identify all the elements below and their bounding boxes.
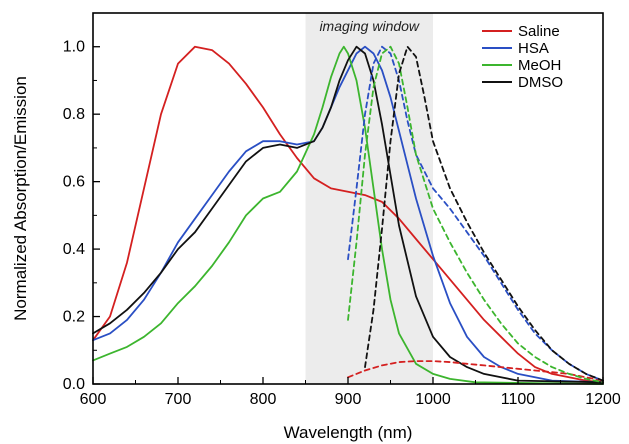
imaging-window-label: imaging window xyxy=(319,18,419,34)
y-axis-title: Normalized Absorption/Emission xyxy=(11,76,30,321)
series-saline-absorption xyxy=(92,45,604,384)
x-tick-label: 800 xyxy=(250,391,277,408)
x-tick-label: 900 xyxy=(335,391,362,408)
imaging-window: imaging window xyxy=(305,13,433,384)
y-tick-label: 0.2 xyxy=(63,309,85,326)
x-tick-label: 1100 xyxy=(501,391,536,408)
series-dmso-absorption xyxy=(92,45,604,384)
y-tick-label: 0.0 xyxy=(63,376,85,393)
y-tick-label: 1.0 xyxy=(63,39,85,56)
series-layer xyxy=(92,45,604,385)
legend-label-meoh: MeOH xyxy=(518,57,561,74)
legend-label-hsa: HSA xyxy=(518,40,549,57)
imaging-window-shade xyxy=(305,13,433,384)
x-tick-label: 1000 xyxy=(415,391,451,408)
y-axis: 0.0 0.2 0.4 0.6 0.8 1.0 xyxy=(63,12,100,393)
legend-label-dmso: DMSO xyxy=(518,74,563,91)
x-axis: 600 700 800 900 1000 1100 1200 xyxy=(80,377,621,408)
y-tick-label: 0.6 xyxy=(63,174,85,191)
x-tick-label: 700 xyxy=(165,391,192,408)
series-dmso-emission xyxy=(364,45,604,382)
series-meoh-absorption xyxy=(92,45,604,385)
legend-label-saline: Saline xyxy=(518,23,560,40)
series-hsa-absorption xyxy=(92,45,604,384)
x-tick-label: 1200 xyxy=(585,391,621,408)
y-tick-label: 0.8 xyxy=(63,106,85,123)
series-saline-emission xyxy=(347,360,604,382)
y-tick-label: 0.4 xyxy=(63,241,85,258)
x-tick-label: 600 xyxy=(80,391,107,408)
x-axis-title: Wavelength (nm) xyxy=(284,423,413,442)
